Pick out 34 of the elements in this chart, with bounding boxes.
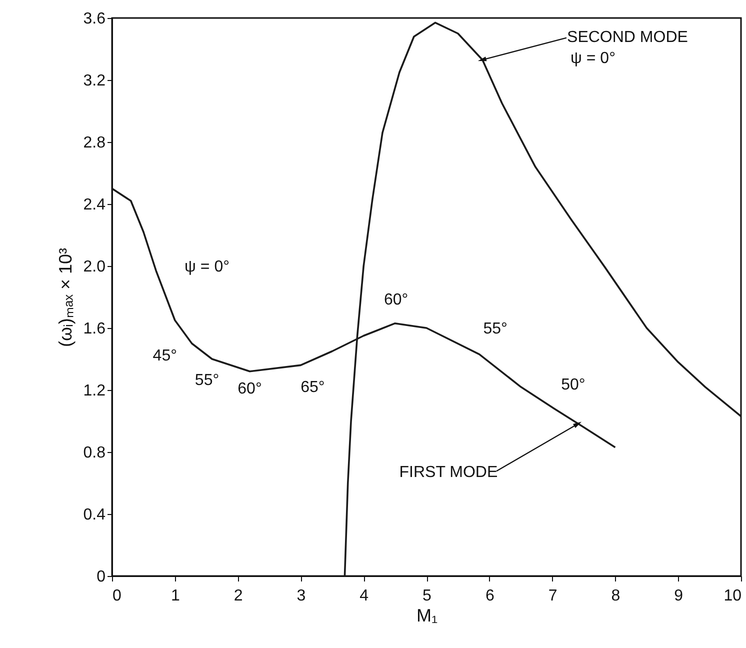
y-tick-label: 3.6 xyxy=(83,10,106,28)
x-tick-label: 7 xyxy=(548,588,558,604)
y-tick-label: 0 xyxy=(96,568,106,586)
annotation: 55° xyxy=(194,372,220,389)
annotation: 60° xyxy=(238,380,262,398)
annotation: SECOND MODE xyxy=(567,28,688,46)
x-tick-label: 10 xyxy=(724,588,742,604)
annotation: 50° xyxy=(561,376,586,394)
x-tick-label: 0 xyxy=(112,588,122,604)
y-tick-label: 1.2 xyxy=(83,382,106,400)
y-tick-label: 3.2 xyxy=(83,72,106,90)
annotation: 60° xyxy=(384,291,408,308)
annotation: FIRST MODE xyxy=(399,464,498,482)
x-tick-label: 5 xyxy=(422,588,432,604)
x-tick-label: 3 xyxy=(296,588,306,604)
x-tick-label: 9 xyxy=(674,588,684,604)
y-tick-label: 0.4 xyxy=(83,506,106,524)
y-tick-label: 2.8 xyxy=(83,134,106,152)
annotation: ψ = 0° xyxy=(570,50,616,67)
x-tick-label: 2 xyxy=(234,588,243,604)
y-axis-title: (ωᵢ)ₘₐₓ × 10³ xyxy=(55,248,76,348)
annotation: ψ = 0° xyxy=(184,258,230,276)
y-tick-label: 1.6 xyxy=(83,320,106,338)
annotation: 45° xyxy=(152,348,177,364)
annotation: 65° xyxy=(300,379,325,396)
x-tick-label: 8 xyxy=(611,588,620,604)
y-tick-label: 0.8 xyxy=(83,444,106,462)
y-tick-label: 2.0 xyxy=(83,258,106,276)
annotation: 55° xyxy=(483,320,508,338)
y-tick-label: 2.4 xyxy=(83,196,106,214)
x-axis-title: M₁ xyxy=(416,606,438,626)
x-tick-label: 6 xyxy=(485,588,494,604)
x-tick-label: 1 xyxy=(170,588,180,604)
x-tick-label: 4 xyxy=(360,588,369,604)
